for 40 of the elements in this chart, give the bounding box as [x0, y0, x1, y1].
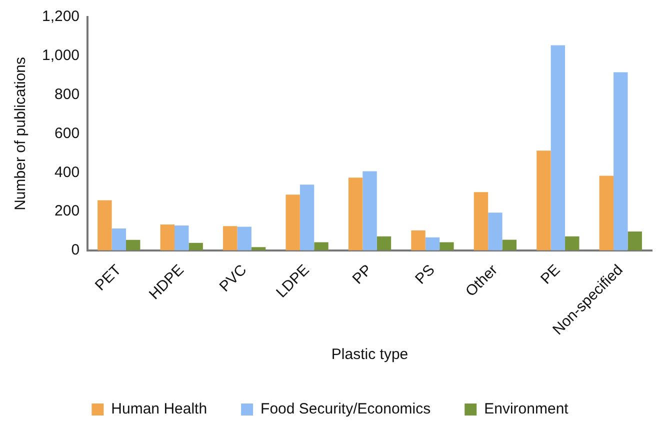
bar — [160, 224, 175, 250]
bar — [188, 242, 203, 250]
x-tick-label: PS — [412, 262, 438, 288]
x-axis-title: Plastic type — [331, 346, 408, 364]
bar — [376, 236, 392, 250]
bar — [237, 226, 252, 250]
legend-label: Food Security/Economics — [260, 400, 431, 418]
bar — [550, 45, 566, 250]
bar — [565, 236, 580, 250]
bar — [348, 178, 363, 250]
y-tick-label: 1,200 — [42, 8, 80, 26]
y-tick-label: 600 — [54, 124, 80, 142]
bar — [488, 212, 502, 250]
bar — [300, 184, 314, 250]
bar — [628, 232, 642, 250]
bar — [223, 226, 238, 250]
bar — [536, 150, 551, 250]
bar — [440, 242, 454, 250]
bar — [314, 242, 328, 250]
bar — [502, 240, 517, 250]
y-tick-label: 400 — [54, 164, 80, 181]
y-tick-label: 200 — [54, 202, 80, 220]
bar — [98, 200, 112, 250]
y-tick-label: 1,000 — [42, 47, 80, 64]
x-tick-label: PP — [349, 262, 376, 288]
bar — [425, 237, 440, 250]
bar — [286, 194, 300, 250]
bar — [411, 230, 426, 250]
bar — [174, 226, 189, 250]
bar — [126, 240, 140, 250]
y-tick-label: 800 — [54, 86, 80, 103]
y-tick-label: 0 — [71, 242, 80, 259]
y-axis-title: Number of publications — [12, 57, 30, 210]
bar — [362, 171, 377, 250]
bar — [112, 228, 126, 250]
bar — [474, 192, 488, 250]
legend-label: Human Health — [111, 400, 208, 418]
bar — [599, 176, 614, 250]
bar — [614, 72, 628, 250]
legend-label: Environment — [484, 400, 570, 418]
